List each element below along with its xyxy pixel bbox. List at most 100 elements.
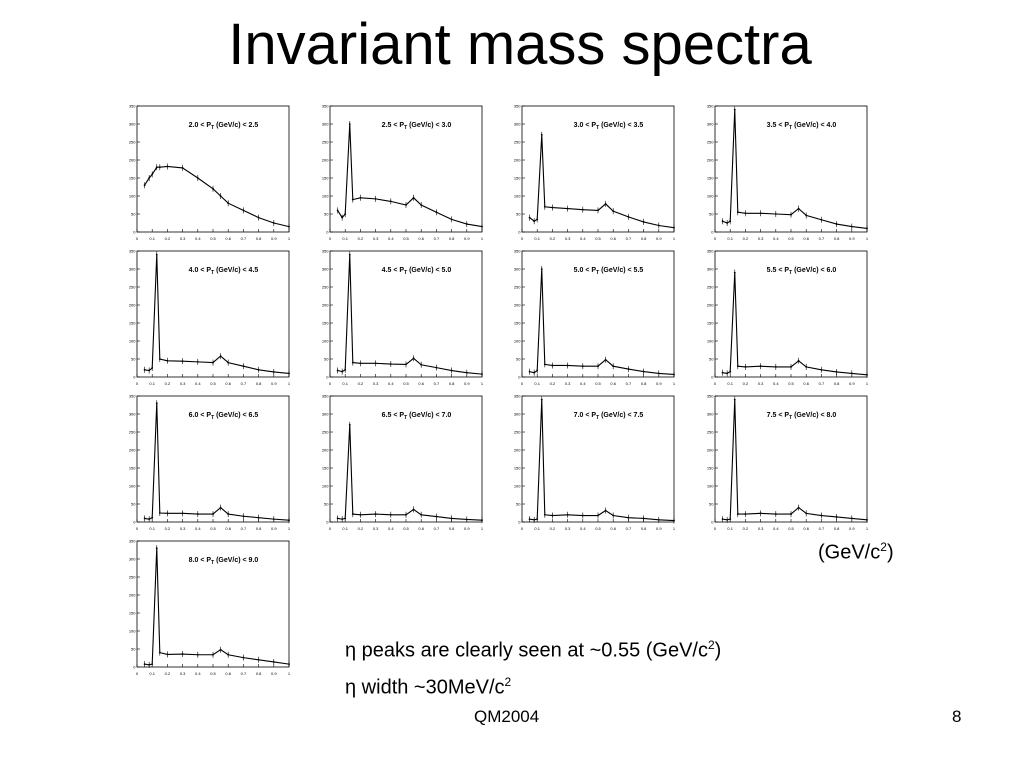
data-point — [604, 509, 607, 512]
x-tick-label: 0.5 — [595, 526, 601, 531]
x-tick-label: 0.8 — [641, 236, 647, 241]
y-tick-label: 300 — [707, 267, 714, 272]
x-tick-label: 0.7 — [434, 381, 440, 386]
x-tick-label: 0.3 — [565, 526, 571, 531]
x-tick-label: 0.8 — [256, 381, 262, 386]
y-tick-label: 350 — [322, 249, 329, 254]
spectrum-line — [337, 424, 483, 521]
data-point — [733, 398, 736, 401]
x-tick-label: 0.8 — [449, 526, 455, 531]
spectrum-panel: 0 0.1 0.2 0.3 0.4 0.5 0.6 0.7 0.8 0.9 1 0 50 100 150 20… — [320, 100, 486, 248]
data-point — [566, 207, 569, 210]
data-point — [642, 370, 645, 373]
x-tick-label: 0.5 — [788, 526, 794, 531]
data-point — [850, 517, 853, 520]
data-point — [344, 517, 347, 520]
pt-range-label: 7.0 < PT (GeV/c) < 7.5 — [574, 412, 644, 421]
x-tick-label: 0.1 — [727, 236, 733, 241]
x-tick-label: 0.4 — [388, 236, 394, 241]
data-point — [657, 518, 660, 521]
y-tick-label: 50 — [516, 357, 521, 362]
x-tick-label: 0.6 — [610, 526, 616, 531]
y-tick-label: 200 — [129, 448, 136, 453]
y-tick-label: 0 — [518, 375, 521, 380]
data-point — [288, 225, 290, 228]
data-point — [866, 518, 868, 521]
spectrum-plot: 0 0.1 0.2 0.3 0.4 0.5 0.6 0.7 0.8 0.9 1 0 50 100 150 20… — [514, 394, 676, 532]
spectrum-line — [529, 134, 675, 229]
y-tick-label: 300 — [707, 412, 714, 417]
x-tick-label: 0.2 — [743, 236, 749, 241]
note1-superscript: 2 — [707, 638, 715, 652]
data-point — [181, 360, 184, 363]
x-tick-label: 0.7 — [626, 381, 632, 386]
data-point — [166, 359, 169, 362]
x-tick-label: 0.4 — [195, 671, 201, 676]
data-point — [219, 195, 222, 197]
x-tick-label: 0.6 — [225, 671, 231, 676]
x-tick-label: 0.3 — [373, 526, 379, 531]
data-point — [181, 167, 184, 169]
data-point — [227, 361, 230, 364]
data-point — [166, 512, 169, 515]
y-tick-label: 200 — [707, 303, 714, 308]
data-point — [820, 368, 823, 371]
data-point — [219, 355, 222, 358]
pt-range-label: 6.0 < PT (GeV/c) < 6.5 — [189, 412, 259, 421]
y-tick-label: 100 — [514, 194, 521, 199]
y-tick-label: 250 — [129, 575, 136, 580]
note2-text: width ~30MeV/c — [356, 676, 505, 699]
x-tick-label: 0.4 — [580, 236, 586, 241]
x-tick-label: 0.6 — [610, 381, 616, 386]
y-tick-label: 250 — [707, 430, 714, 435]
y-tick-label: 350 — [129, 539, 136, 544]
x-tick-label: 0.3 — [758, 526, 764, 531]
spectrum-plot: 0 0.1 0.2 0.3 0.4 0.5 0.6 0.7 0.8 0.9 1 0 50 100 150 20… — [129, 249, 291, 387]
y-tick-label: 200 — [707, 158, 714, 163]
data-point — [242, 656, 245, 659]
data-point — [744, 212, 747, 215]
data-point — [627, 368, 630, 370]
x-tick-label: 0.2 — [550, 381, 556, 386]
data-point — [481, 373, 483, 376]
data-point — [543, 513, 546, 516]
y-tick-label: 350 — [514, 249, 521, 254]
x-tick-label: 0.9 — [271, 236, 277, 241]
data-point — [759, 212, 762, 215]
x-tick-label: 0.2 — [358, 526, 364, 531]
x-tick-label: 0 — [521, 381, 524, 386]
data-point — [212, 513, 214, 515]
data-point — [540, 268, 543, 270]
data-point — [148, 369, 151, 372]
spectrum-line — [144, 165, 290, 228]
data-point — [151, 367, 154, 369]
data-point — [744, 513, 747, 515]
data-point — [551, 364, 554, 367]
y-tick-label: 200 — [514, 448, 521, 453]
data-point — [642, 221, 645, 223]
data-point — [336, 369, 339, 372]
y-tick-label: 250 — [129, 430, 136, 435]
data-point — [597, 365, 599, 368]
x-tick-label: 0.1 — [727, 526, 733, 531]
y-tick-label: 300 — [129, 557, 136, 562]
pt-range-label: 4.0 < PT (GeV/c) < 4.5 — [189, 267, 259, 276]
y-tick-label: 350 — [129, 394, 136, 399]
y-tick-label: 0 — [326, 375, 329, 380]
y-tick-label: 50 — [131, 647, 136, 652]
y-tick-label: 0 — [518, 520, 521, 525]
pt-range-label: 5.5 < PT (GeV/c) < 6.0 — [767, 267, 837, 276]
x-tick-label: 0.5 — [788, 236, 794, 241]
data-point — [673, 373, 675, 376]
data-point — [359, 196, 362, 199]
y-tick-label: 50 — [516, 212, 521, 217]
data-point — [242, 209, 245, 212]
spectrum-panel: 0 0.1 0.2 0.3 0.4 0.5 0.6 0.7 0.8 0.9 1 0 50 100 150 20… — [320, 245, 486, 393]
data-point — [412, 196, 415, 199]
y-tick-label: 150 — [129, 176, 136, 181]
data-point — [196, 360, 199, 363]
data-point — [759, 512, 762, 515]
x-tick-label: 0.9 — [271, 526, 277, 531]
x-tick-label: 0.2 — [358, 236, 364, 241]
data-point — [481, 519, 483, 522]
